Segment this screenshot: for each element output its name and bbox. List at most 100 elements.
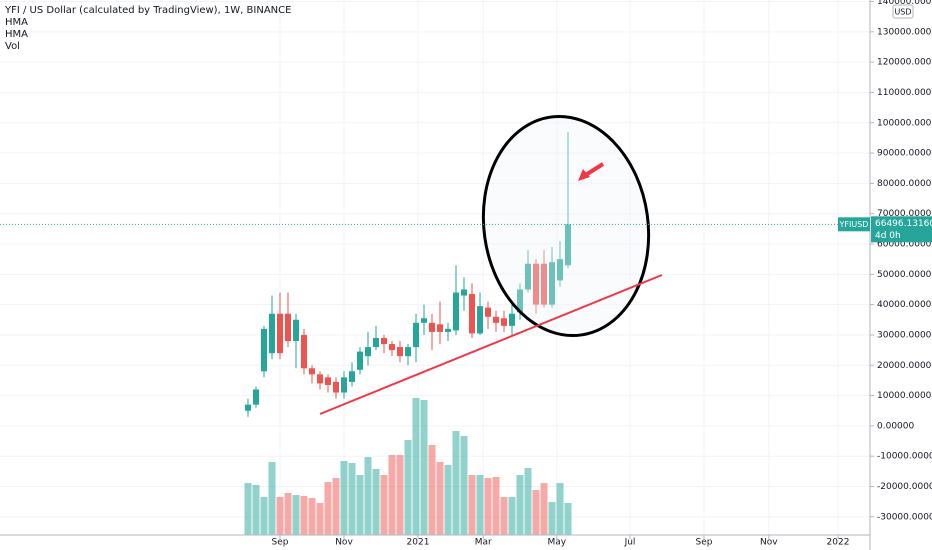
chart-title: YFI / US Dollar (calculated by TradingVi… bbox=[4, 5, 291, 16]
candle-body bbox=[477, 306, 483, 334]
volume-bar bbox=[388, 455, 396, 535]
candle-body bbox=[285, 313, 291, 342]
candle-body bbox=[565, 224, 571, 266]
candle-body bbox=[453, 292, 459, 331]
candle-body bbox=[357, 351, 363, 370]
candle-body bbox=[349, 371, 355, 382]
candle-body bbox=[501, 318, 507, 326]
arrow-head bbox=[578, 169, 590, 181]
candle-body bbox=[325, 377, 331, 385]
indicator-label: Vol bbox=[5, 41, 20, 52]
y-tick-label: 140000.00000 bbox=[877, 0, 932, 7]
candle-body bbox=[557, 259, 563, 281]
y-tick-label: 50000.00000 bbox=[877, 270, 932, 280]
candle-body bbox=[317, 374, 323, 384]
volume-bar bbox=[380, 475, 388, 535]
candle-body bbox=[397, 347, 403, 357]
volume-bar bbox=[564, 503, 572, 535]
candle-body bbox=[421, 318, 427, 323]
candle-body bbox=[381, 337, 387, 345]
volume-bar bbox=[508, 497, 516, 535]
y-tick-label: 120000.00000 bbox=[877, 58, 932, 68]
x-tick-label: Sep bbox=[696, 538, 713, 548]
indicator-label: HMA bbox=[5, 17, 28, 28]
currency-label: USD bbox=[894, 8, 911, 17]
candle-body bbox=[485, 307, 491, 317]
currency-box[interactable] bbox=[892, 4, 914, 19]
price-tag bbox=[871, 216, 932, 243]
volume-bar bbox=[276, 497, 284, 535]
volume-bar bbox=[436, 462, 444, 535]
volume-bar bbox=[420, 400, 428, 535]
candle-body bbox=[245, 404, 251, 411]
volume-bar bbox=[428, 445, 436, 535]
candle-body bbox=[437, 324, 443, 332]
candle-body bbox=[277, 313, 283, 354]
volume-bar bbox=[548, 502, 556, 535]
volume-bar bbox=[324, 482, 332, 535]
symbol-label: YFIUSD bbox=[839, 220, 869, 229]
volume-bar bbox=[492, 477, 500, 535]
y-tick-label: 80000.00000 bbox=[877, 179, 932, 189]
volume-bar bbox=[260, 497, 268, 535]
candle-body bbox=[373, 337, 379, 348]
volume-bar bbox=[500, 497, 508, 535]
y-tick-label: 60000.00000 bbox=[877, 240, 932, 250]
volume-bar bbox=[532, 490, 540, 535]
x-tick-label: Sep bbox=[272, 538, 289, 548]
x-tick-label: 2022 bbox=[827, 538, 850, 548]
candle-body bbox=[493, 316, 499, 323]
x-tick-label: Nov bbox=[335, 538, 353, 548]
x-tick-label: May bbox=[547, 538, 566, 548]
volume-bar bbox=[340, 461, 348, 535]
candle-body bbox=[405, 347, 411, 357]
candle-body bbox=[341, 377, 347, 393]
y-tick-label: 100000.00000 bbox=[877, 118, 932, 128]
volume-bar bbox=[444, 465, 452, 535]
candle-body bbox=[269, 313, 275, 354]
volume-bar bbox=[460, 436, 468, 535]
y-tick-label: -20000.00000 bbox=[877, 482, 932, 492]
y-tick-label: 70000.00000 bbox=[877, 209, 932, 219]
candle-body bbox=[389, 344, 395, 351]
candle-body bbox=[533, 263, 539, 305]
x-tick-label: Mar bbox=[475, 538, 492, 548]
volume-bar bbox=[252, 485, 260, 535]
y-tick-label: 90000.00000 bbox=[877, 149, 932, 159]
annotations bbox=[319, 114, 663, 415]
volume-bar bbox=[268, 462, 276, 535]
candle-body bbox=[541, 263, 547, 305]
volume-bar bbox=[468, 475, 476, 535]
volume-layer bbox=[244, 398, 572, 535]
highlight-ellipse bbox=[481, 114, 651, 338]
candle-body bbox=[445, 328, 451, 332]
volume-bar bbox=[540, 483, 548, 535]
candle-body bbox=[429, 322, 435, 332]
y-tick-label: 110000.00000 bbox=[877, 88, 932, 98]
candle-body bbox=[333, 381, 339, 393]
volume-bar bbox=[452, 431, 460, 535]
candle-body bbox=[261, 328, 267, 372]
x-tick-label: 2021 bbox=[407, 538, 430, 548]
candle-body bbox=[517, 289, 523, 313]
volume-bar bbox=[372, 469, 380, 535]
volume-bar bbox=[316, 503, 324, 535]
candle-body bbox=[509, 313, 515, 326]
y-tick-label: 0.00000 bbox=[877, 421, 914, 431]
candle-body bbox=[293, 319, 299, 342]
candle-body bbox=[253, 389, 259, 405]
candle-body bbox=[525, 263, 531, 290]
volume-bar bbox=[292, 495, 300, 535]
volume-bar bbox=[412, 398, 420, 535]
y-tick-label: 30000.00000 bbox=[877, 330, 932, 340]
y-tick-label: 40000.00000 bbox=[877, 300, 932, 310]
indicator-label: HMA bbox=[5, 29, 28, 40]
volume-bar bbox=[244, 483, 252, 535]
grid bbox=[0, 0, 870, 535]
trend-line bbox=[319, 274, 663, 415]
y-tick-label: 10000.00000 bbox=[877, 391, 932, 401]
volume-bar bbox=[516, 475, 524, 535]
y-tick-label: -10000.00000 bbox=[877, 452, 932, 462]
symbol-tag bbox=[838, 217, 870, 232]
candle-body bbox=[549, 262, 555, 305]
